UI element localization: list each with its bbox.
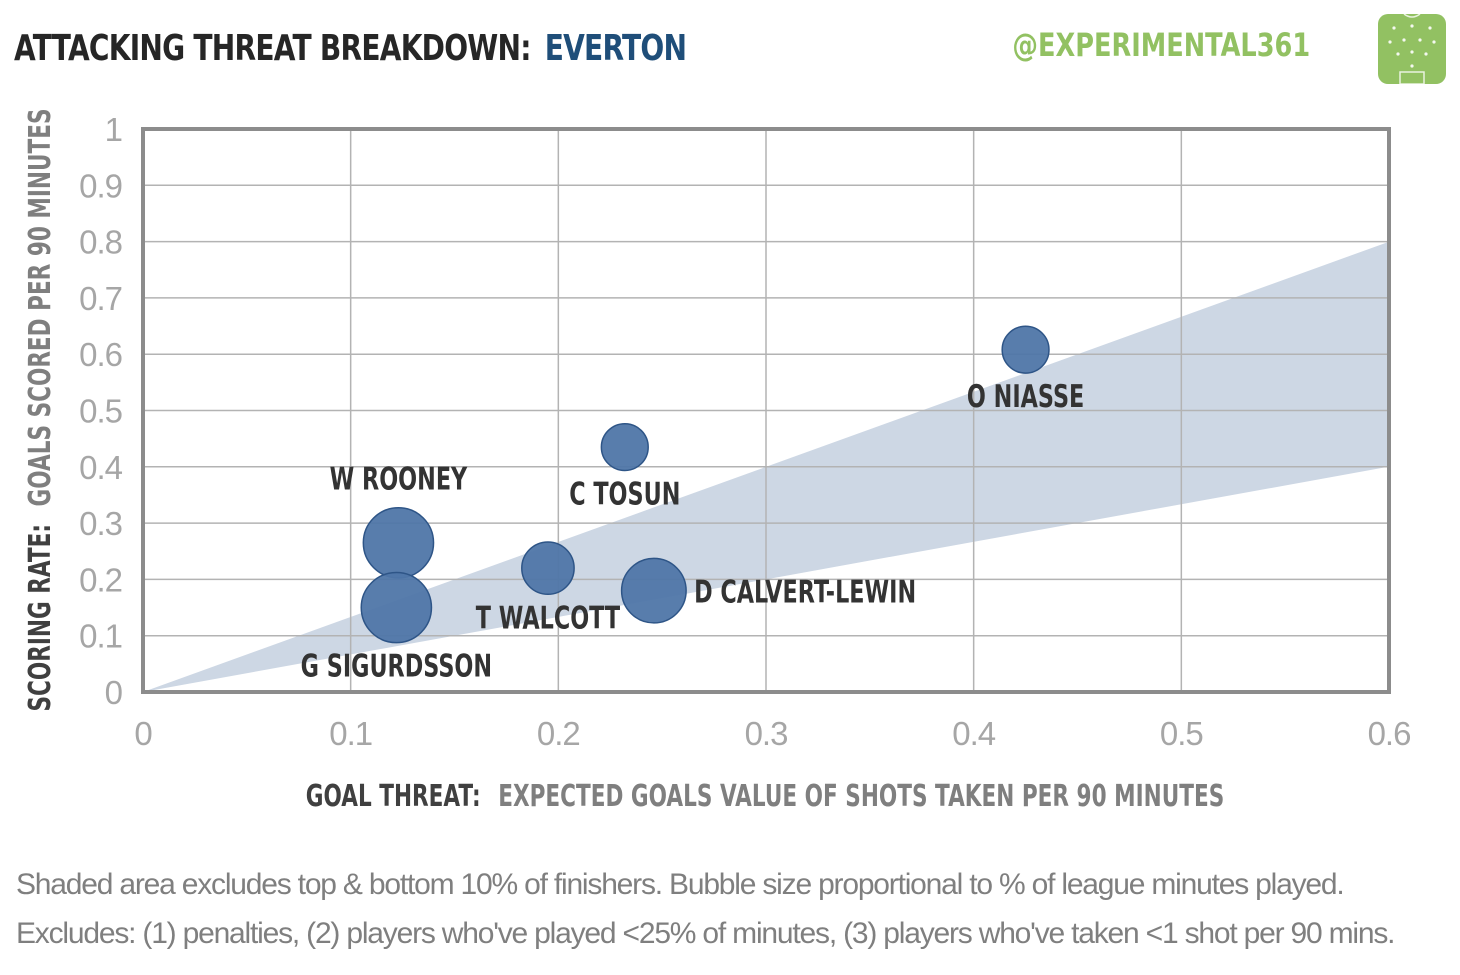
grid-layer [143,129,1389,692]
y-axis-title: SCORING RATE: GOALS SCORED PER 90 MINUTE… [24,108,58,711]
bubble-point [600,422,649,472]
bubble-point [1001,325,1050,374]
tick-layer: 0 0.1 0.2 0.3 0.4 0.5 0.6 0 0.1 0.2 0.3 0.4 0.5 0.6 0.… [79,111,1411,752]
x-axis-title-rest: EXPECTED GOALS VALUE OF SHOTS TAKEN PER … [498,780,1224,814]
y-tick-label: 0.2 [79,561,122,598]
y-tick-label: 0.3 [79,505,122,542]
x-tick-label: 0 [134,715,152,752]
point-label: D CALVERT-LEWIN [694,575,916,611]
y-tick-label: 1 [105,111,122,148]
footnote-line-2: Excludes: (1) penalties, (2) players who… [16,917,1395,950]
y-axis-title-rest: GOALS SCORED PER 90 MINUTES [24,108,58,506]
scatter-chart: 0 0.1 0.2 0.3 0.4 0.5 0.6 0 0.1 0.2 0.3 0.4 0.5 0.6 0.… [24,108,1412,814]
x-tick-label: 0.1 [329,715,372,752]
y-axis-title-bold: SCORING RATE: [24,524,58,711]
y-tick-label: 0.6 [79,336,122,373]
y-tick-label: 0.8 [79,224,122,261]
point-label: W ROONEY [330,462,468,498]
x-tick-label: 0.3 [745,715,788,752]
x-tick-label: 0.6 [1368,715,1411,752]
point-label-layer: W ROONEY G SIGURDSSON T WALCOTT C TOSUN D CA… [301,380,1085,685]
bubble-point [620,557,687,624]
y-tick-label: 0.5 [79,393,122,430]
pitch-logo-icon [1378,13,1446,85]
footnote-line-1: Shaded area excludes top & bottom 10% of… [16,868,1345,901]
bubble-point [360,571,433,644]
x-axis-title: GOAL THREAT: EXPECTED GOALS VALUE OF SHO… [306,780,1225,814]
x-tick-label: 0.4 [952,715,996,752]
point-label: G SIGURDSSON [301,649,492,685]
y-tick-label: 0 [105,674,123,711]
x-tick-label: 0.5 [1160,715,1203,752]
point-label: C TOSUN [569,477,680,513]
y-tick-label: 0.7 [79,280,122,317]
x-tick-label: 0.2 [537,715,580,752]
y-tick-label: 0.9 [79,167,122,204]
point-label: T WALCOTT [476,601,621,637]
y-tick-label: 0.1 [79,618,122,655]
bubble-point [521,541,575,596]
x-axis-title-bold: GOAL THREAT: [306,780,481,814]
chart-title: ATTACKING THREAT BREAKDOWN: EVERTON [14,18,687,78]
title-main: ATTACKING THREAT BREAKDOWN: [14,27,531,69]
point-label: O NIASSE [967,380,1084,416]
y-tick-label: 0.4 [79,449,123,486]
bubble-point [362,506,435,579]
twitter-handle: @EXPERIMENTAL361 [1012,26,1310,64]
title-team: EVERTON [544,27,687,69]
plot-frame [141,127,1391,694]
bubble-layer [360,325,1050,644]
